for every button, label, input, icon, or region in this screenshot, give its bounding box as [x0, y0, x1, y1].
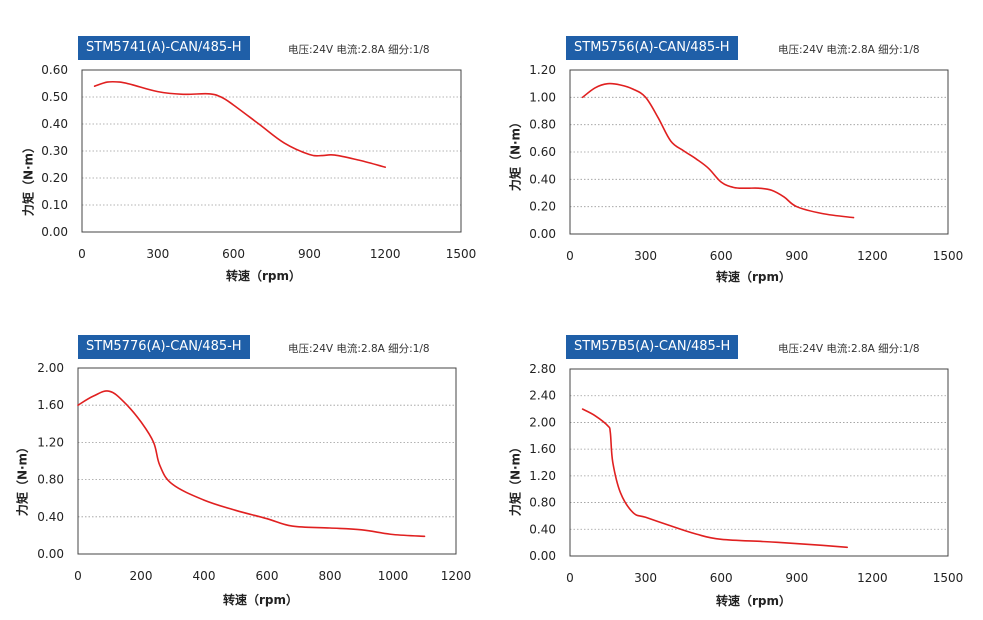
chart-title: STM5741(A)-CAN/485-H [78, 36, 250, 60]
y-tick-label: 2.80 [529, 362, 556, 376]
chart-params: 电压:24V 电流:2.8A 细分:1/8 [288, 343, 430, 355]
chart-params: 电压:24V 电流:2.8A 细分:1/8 [778, 44, 920, 56]
x-tick-label: 0 [566, 249, 574, 263]
y-tick-label: 1.60 [37, 398, 64, 412]
x-tick-label: 1200 [370, 247, 401, 261]
y-tick-label: 2.00 [37, 361, 64, 375]
chart-params: 电压:24V 电流:2.8A 细分:1/8 [778, 343, 920, 355]
x-tick-label: 800 [319, 569, 342, 583]
x-tick-label: 300 [146, 247, 169, 261]
x-axis-label: 转速（rpm） [226, 269, 302, 283]
y-tick-label: 0.50 [41, 90, 68, 104]
y-tick-label: 0.20 [41, 171, 68, 185]
y-tick-label: 0.40 [37, 510, 64, 524]
y-tick-label: 0.40 [529, 172, 556, 186]
y-tick-label: 1.60 [529, 442, 556, 456]
x-axis-label: 转速（rpm） [716, 594, 792, 608]
x-tick-label: 300 [634, 571, 657, 585]
x-tick-label: 1200 [857, 571, 888, 585]
chart-title: STM57B5(A)-CAN/485-H [566, 335, 739, 359]
x-tick-label: 1200 [857, 249, 888, 263]
chart-params: 电压:24V 电流:2.8A 细分:1/8 [288, 44, 430, 56]
y-tick-label: 0.30 [41, 144, 68, 158]
y-tick-label: 1.20 [529, 63, 556, 77]
torque-curve [581, 82, 855, 219]
x-axis-label: 转速（rpm） [223, 593, 299, 607]
x-tick-label: 600 [710, 571, 733, 585]
y-tick-label: 0.20 [529, 200, 556, 214]
y-tick-label: 0.40 [529, 522, 556, 536]
x-tick-label: 300 [634, 249, 657, 263]
y-tick-label: 0.10 [41, 198, 68, 212]
torque-curve [77, 390, 426, 538]
y-tick-label: 0.00 [529, 227, 556, 241]
y-tick-label: 2.00 [529, 415, 556, 429]
y-tick-label: 1.20 [37, 435, 64, 449]
x-tick-label: 1500 [933, 571, 964, 585]
plot-frame [569, 69, 949, 235]
y-tick-label: 2.40 [529, 389, 556, 403]
x-tick-label: 600 [222, 247, 245, 261]
x-tick-label: 900 [785, 249, 808, 263]
torque-curve [581, 408, 848, 549]
y-tick-label: 0.60 [41, 63, 68, 77]
x-tick-label: 0 [78, 247, 86, 261]
plot-frame [81, 69, 462, 233]
x-tick-label: 900 [785, 571, 808, 585]
x-tick-label: 1000 [378, 569, 409, 583]
x-tick-label: 200 [130, 569, 153, 583]
y-tick-label: 0.40 [41, 117, 68, 131]
x-tick-label: 0 [74, 569, 82, 583]
y-tick-label: 0.60 [529, 145, 556, 159]
chart-title: STM5756(A)-CAN/485-H [566, 36, 738, 60]
plot-frame [77, 367, 457, 555]
x-axis-label: 转速（rpm） [716, 270, 792, 284]
y-tick-label: 0.80 [37, 473, 64, 487]
x-tick-label: 600 [710, 249, 733, 263]
x-tick-label: 1500 [933, 249, 964, 263]
y-tick-label: 1.00 [529, 90, 556, 104]
y-tick-label: 0.80 [529, 496, 556, 510]
x-tick-label: 600 [256, 569, 279, 583]
y-tick-label: 0.80 [529, 118, 556, 132]
x-tick-label: 900 [298, 247, 321, 261]
chart-title: STM5776(A)-CAN/485-H [78, 335, 250, 359]
x-tick-label: 0 [566, 571, 574, 585]
y-tick-label: 0.00 [37, 547, 64, 561]
x-tick-label: 400 [193, 569, 216, 583]
y-tick-label: 1.20 [529, 469, 556, 483]
x-tick-label: 1200 [441, 569, 472, 583]
plot-frame [569, 368, 949, 557]
x-tick-label: 1500 [446, 247, 477, 261]
y-tick-label: 0.00 [529, 549, 556, 563]
torque-curve [93, 80, 386, 168]
y-tick-label: 0.00 [41, 225, 68, 239]
